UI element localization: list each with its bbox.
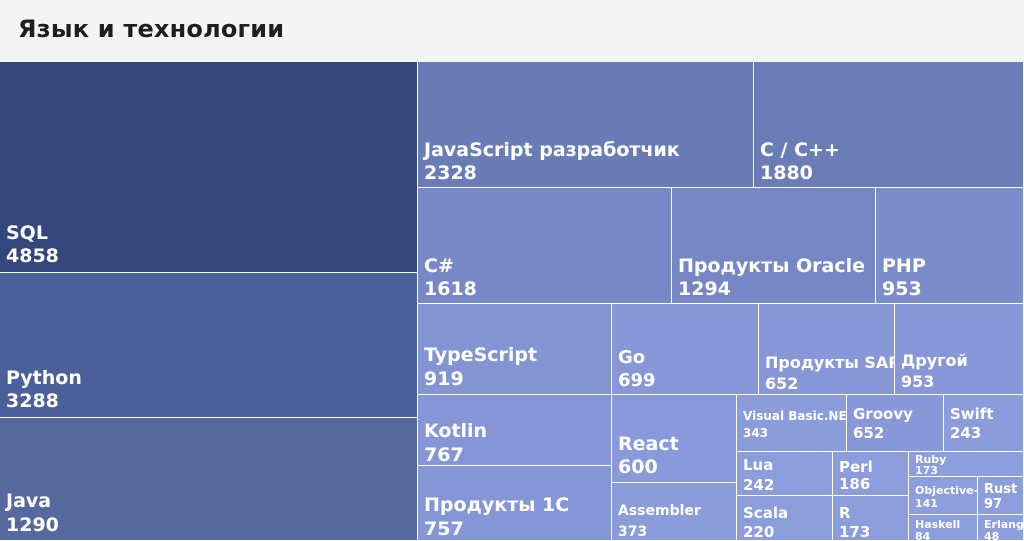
treemap-chart: SQL 4858 Python 3288 Java 1290 JavaScript разр… — [0, 62, 1024, 541]
tile-label: C / C++ — [760, 139, 840, 161]
tile-label: Erlang — [984, 518, 1024, 531]
tile-value: 141 — [915, 497, 938, 510]
tile-label: C# — [424, 255, 454, 277]
treemap-tile-ruby[interactable]: Ruby 173 — [909, 452, 1024, 477]
treemap-tile-visual-basic-net[interactable]: Visual Basic.NET 343 — [737, 395, 847, 452]
tile-label: Ruby — [915, 453, 947, 466]
treemap-tile-perl[interactable]: Perl 186 — [833, 452, 909, 496]
tile-value: 220 — [743, 523, 775, 541]
tile-value: 1880 — [760, 162, 813, 184]
treemap-tile-c[interactable]: C# 1618 — [418, 188, 672, 304]
treemap-tile-r[interactable]: R 173 — [833, 496, 909, 541]
treemap-tile-assembler[interactable]: Assembler 373 — [612, 483, 737, 541]
treemap-tile-java[interactable]: Java 1290 — [0, 418, 418, 541]
tile-label: Продукты 1С — [424, 494, 570, 516]
tile-label: Rust — [984, 482, 1018, 497]
chart-title: Язык и технологии — [18, 15, 285, 43]
treemap-tile-swift[interactable]: Swift 243 — [944, 395, 1024, 452]
treemap-tile-продукты-1с[interactable]: Продукты 1С 757 — [418, 466, 612, 541]
chart-header: Язык и технологии — [0, 0, 1024, 62]
tile-value: 242 — [743, 476, 775, 494]
tile-value: 1618 — [424, 278, 477, 300]
treemap-tile-c-c[interactable]: C / C++ 1880 — [754, 62, 1024, 188]
tile-label: Scala — [743, 504, 789, 522]
tile-value: 652 — [765, 374, 799, 393]
tile-value: 343 — [743, 426, 769, 440]
treemap-tile-scala[interactable]: Scala 220 — [737, 496, 833, 541]
tile-label: Java — [6, 490, 52, 512]
tile-value: 97 — [984, 497, 1003, 512]
tile-label: Groovy — [853, 405, 913, 423]
tile-label: Продукты SAP — [765, 353, 895, 372]
treemap-tile-python[interactable]: Python 3288 — [0, 273, 418, 418]
treemap-tile-другой[interactable]: Другой 953 — [895, 304, 1024, 395]
treemap-tile-kotlin[interactable]: Kotlin 767 — [418, 395, 612, 466]
tile-value: 919 — [424, 368, 464, 390]
treemap-tile-typescript[interactable]: TypeScript 919 — [418, 304, 612, 395]
tile-value: 1290 — [6, 514, 59, 536]
tile-value: 373 — [618, 524, 648, 540]
treemap-tile-objective-c[interactable]: Objective-C141 — [909, 477, 978, 515]
tile-value: 600 — [618, 456, 658, 478]
treemap-tile-php[interactable]: PHP 953 — [876, 188, 1024, 304]
treemap-tile-продукты-oracle[interactable]: Продукты Oracle 1294 — [672, 188, 876, 304]
treemap-tile-javascript-разработчик[interactable]: JavaScript разработчик 2328 — [418, 62, 754, 188]
treemap-tile-react[interactable]: React 600 — [612, 395, 737, 483]
tile-value: 757 — [424, 518, 464, 540]
treemap-tile-haskell[interactable]: Haskell 84 — [909, 515, 978, 541]
tile-value: 953 — [901, 372, 935, 391]
tile-label: TypeScript — [424, 344, 538, 366]
tile-label: Visual Basic.NET — [743, 409, 847, 423]
tile-label: PHP — [882, 255, 926, 277]
tile-label: Go — [618, 347, 646, 368]
tile-label: Assembler — [618, 503, 701, 519]
tile-label: JavaScript разработчик — [424, 139, 680, 161]
tile-label: React — [618, 433, 679, 455]
tile-label: Perl — [839, 458, 873, 476]
tile-label: Python — [6, 367, 82, 389]
tile-value: 173 — [839, 523, 871, 541]
tile-label: Продукты Oracle — [678, 255, 865, 277]
tile-value: 652 — [853, 424, 885, 442]
tile-label: Kotlin — [424, 420, 488, 442]
tile-label: R — [839, 504, 851, 522]
tile-value: 953 — [882, 278, 922, 300]
tile-value: 3288 — [6, 390, 59, 412]
tile-value: 699 — [618, 370, 656, 391]
treemap-tile-lua[interactable]: Lua 242 — [737, 452, 833, 496]
tile-label: Objective-C — [915, 484, 978, 497]
tile-label: Другой — [901, 351, 968, 370]
treemap-tile-groovy[interactable]: Groovy 652 — [847, 395, 944, 452]
treemap-tile-sql[interactable]: SQL 4858 — [0, 62, 418, 273]
tile-label: Lua — [743, 456, 774, 474]
treemap-tile-go[interactable]: Go 699 — [612, 304, 759, 395]
treemap-tile-продукты-sap[interactable]: Продукты SAP 652 — [759, 304, 895, 395]
treemap-tile-erlang[interactable]: Erlang 48 — [978, 515, 1024, 541]
tile-value: 4858 — [6, 245, 59, 267]
tile-label: SQL — [6, 222, 48, 244]
tile-label: Haskell — [915, 518, 961, 531]
tile-value: 2328 — [424, 162, 477, 184]
tile-label: Swift — [950, 405, 994, 423]
treemap-tile-rust[interactable]: Rust 97 — [978, 477, 1024, 515]
tile-value: 173 — [915, 464, 938, 477]
tile-value: 186 — [839, 475, 871, 493]
tile-value: 84 — [915, 530, 931, 541]
tile-value: 1294 — [678, 278, 731, 300]
tile-value: 243 — [950, 424, 982, 442]
tile-value: 767 — [424, 444, 464, 466]
tile-value: 48 — [984, 530, 1000, 541]
